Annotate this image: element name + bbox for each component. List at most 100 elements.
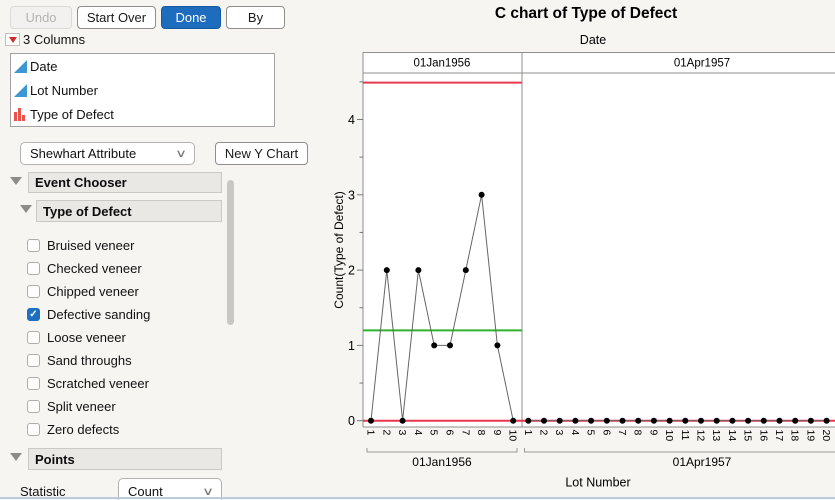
checkbox-unchecked-icon[interactable] <box>27 400 40 413</box>
checkbox-unchecked-icon[interactable] <box>27 239 40 252</box>
type-of-defect-header[interactable]: Type of Defect <box>36 200 222 222</box>
svg-text:3: 3 <box>396 430 408 436</box>
column-item-type-of-defect[interactable]: Type of Defect <box>11 102 274 126</box>
event-chooser-disclosure-icon[interactable] <box>10 177 22 185</box>
svg-text:11: 11 <box>679 430 691 441</box>
undo-button[interactable]: Undo <box>10 6 72 29</box>
chart-type-value: Shewhart Attribute <box>30 146 137 161</box>
svg-text:1: 1 <box>348 339 355 353</box>
svg-text:6: 6 <box>444 430 456 436</box>
svg-text:4: 4 <box>569 430 581 436</box>
svg-text:13: 13 <box>710 430 722 442</box>
svg-text:17: 17 <box>773 430 785 442</box>
svg-text:01Jan1956: 01Jan1956 <box>412 455 472 469</box>
svg-text:4: 4 <box>348 113 355 127</box>
done-button[interactable]: Done <box>161 6 221 29</box>
svg-text:2: 2 <box>538 430 550 436</box>
svg-text:8: 8 <box>475 430 487 436</box>
svg-text:2: 2 <box>348 264 355 278</box>
svg-text:7: 7 <box>459 430 471 436</box>
by-button[interactable]: By <box>226 6 285 29</box>
svg-text:1: 1 <box>522 430 534 436</box>
svg-text:18: 18 <box>789 430 801 442</box>
svg-text:01Apr1957: 01Apr1957 <box>673 455 732 469</box>
event-option-label: Split veneer <box>47 399 116 414</box>
type-of-defect-disclosure-icon[interactable] <box>20 205 32 213</box>
event-chooser-header[interactable]: Event Chooser <box>28 172 222 193</box>
column-item-label: Date <box>30 58 58 74</box>
svg-text:10: 10 <box>507 430 519 442</box>
event-option-label: Sand throughs <box>47 353 132 368</box>
svg-text:3: 3 <box>348 188 355 202</box>
red-triangle-menu-icon[interactable] <box>5 33 20 46</box>
event-option-defective-sanding[interactable]: ✓ Defective sanding <box>27 303 150 326</box>
svg-text:16: 16 <box>757 430 769 442</box>
svg-text:12: 12 <box>695 430 707 442</box>
svg-text:7: 7 <box>616 430 628 436</box>
event-option-label: Zero defects <box>47 422 120 437</box>
svg-text:0: 0 <box>348 414 355 428</box>
column-item-label: Lot Number <box>30 82 98 98</box>
checkbox-unchecked-icon[interactable] <box>27 354 40 367</box>
svg-text:9: 9 <box>647 430 659 436</box>
svg-text:19: 19 <box>804 430 816 442</box>
checkbox-unchecked-icon[interactable] <box>27 285 40 298</box>
svg-text:5: 5 <box>585 430 597 436</box>
points-header[interactable]: Points <box>28 448 222 470</box>
event-option-checked-veneer[interactable]: Checked veneer <box>27 257 142 280</box>
window-bottom-divider <box>0 497 835 499</box>
start-over-button[interactable]: Start Over <box>77 6 156 29</box>
column-item-lot-number[interactable]: Lot Number <box>11 78 274 102</box>
new-y-chart-button[interactable]: New Y Chart <box>215 142 308 165</box>
svg-text:Lot Number: Lot Number <box>565 476 630 490</box>
statistic-dropdown[interactable]: Count ∨ <box>118 478 222 500</box>
svg-text:9: 9 <box>491 430 503 436</box>
svg-text:4: 4 <box>412 430 424 436</box>
svg-text:14: 14 <box>726 430 738 442</box>
statistic-label: Statistic <box>20 484 66 499</box>
event-option-chipped-veneer[interactable]: Chipped veneer <box>27 280 139 303</box>
checkbox-checked-icon[interactable]: ✓ <box>27 308 40 321</box>
checkbox-unchecked-icon[interactable] <box>27 331 40 344</box>
event-option-split-veneer[interactable]: Split veneer <box>27 395 116 418</box>
event-option-zero-defects[interactable]: Zero defects <box>27 418 119 441</box>
checkbox-unchecked-icon[interactable] <box>27 262 40 275</box>
svg-text:Count(Type of Defect): Count(Type of Defect) <box>332 191 346 308</box>
event-option-label: Checked veneer <box>47 261 142 276</box>
columns-header: 3 Columns <box>23 32 86 47</box>
svg-text:6: 6 <box>600 430 612 436</box>
svg-text:3: 3 <box>553 430 565 436</box>
column-item-label: Type of Defect <box>30 106 114 122</box>
chevron-down-icon: ∨ <box>201 485 215 498</box>
event-option-label: Chipped veneer <box>47 284 139 299</box>
red-triangle-icon <box>8 36 17 43</box>
event-option-scratched-veneer[interactable]: Scratched veneer <box>27 372 149 395</box>
column-item-date[interactable]: Date <box>11 54 274 78</box>
columns-listbox[interactable]: Date Lot Number Type of Defect <box>10 53 275 127</box>
svg-text:20: 20 <box>820 430 832 442</box>
checkbox-unchecked-icon[interactable] <box>27 423 40 436</box>
event-option-sand-throughs[interactable]: Sand throughs <box>27 349 132 372</box>
statistic-value: Count <box>128 483 163 499</box>
svg-text:1: 1 <box>365 430 377 436</box>
svg-text:01Jan1956: 01Jan1956 <box>414 58 471 70</box>
event-option-bruised-veneer[interactable]: Bruised veneer <box>27 234 134 257</box>
svg-text:01Apr1957: 01Apr1957 <box>674 58 730 70</box>
svg-text:C chart of Type of Defect: C chart of Type of Defect <box>495 5 677 22</box>
checkbox-unchecked-icon[interactable] <box>27 377 40 390</box>
continuous-column-icon <box>14 83 27 97</box>
svg-text:Date: Date <box>580 33 606 47</box>
svg-text:5: 5 <box>428 430 440 436</box>
points-disclosure-icon[interactable] <box>10 453 22 461</box>
event-option-loose-veneer[interactable]: Loose veneer <box>27 326 126 349</box>
svg-text:10: 10 <box>663 430 675 442</box>
continuous-column-icon <box>14 59 27 73</box>
event-option-label: Loose veneer <box>47 330 126 345</box>
svg-text:15: 15 <box>742 430 754 442</box>
event-option-label: Scratched veneer <box>47 376 149 391</box>
svg-text:8: 8 <box>632 430 644 436</box>
scrollbar-thumb[interactable] <box>227 180 234 325</box>
chart-type-dropdown[interactable]: Shewhart Attribute ∨ <box>20 142 195 165</box>
